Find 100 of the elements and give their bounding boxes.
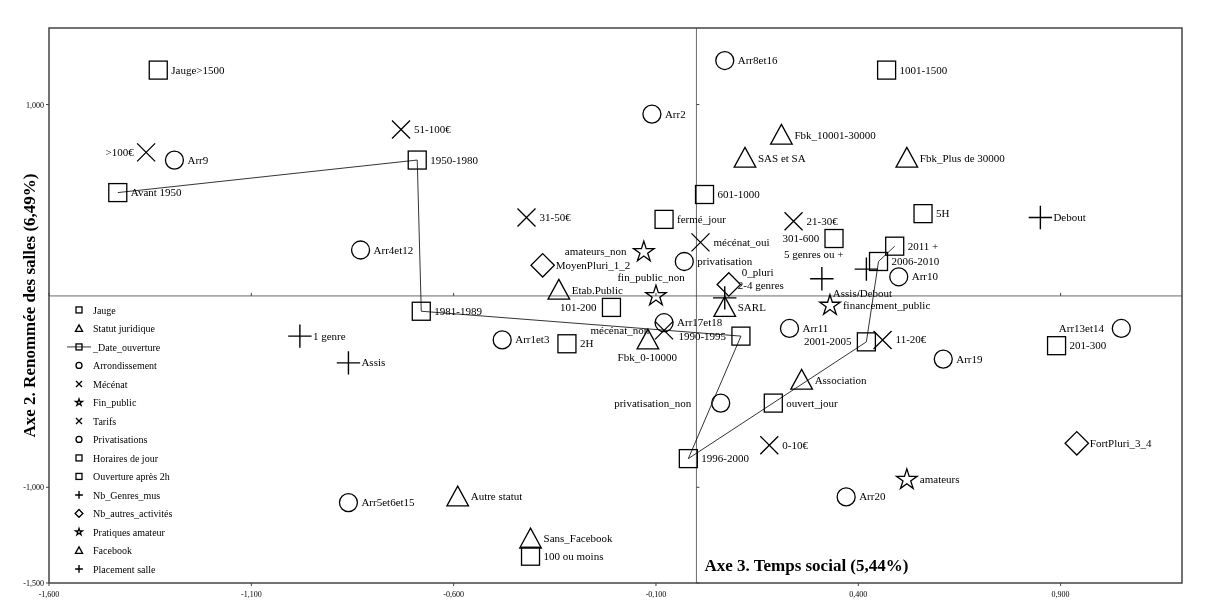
legend-label: Facebook [93,545,132,557]
annotation: 601-1000 [717,188,761,200]
point [520,546,541,566]
point [895,468,918,490]
annotation: 21-30€ [806,214,839,227]
point [411,301,431,321]
annotation: 1950-1980 [430,153,479,166]
annotation: Fbk_0-10000 [617,350,678,363]
annotation: 2H [579,337,594,350]
annotation: Arr4et12 [373,243,414,256]
x-tick-label: -1,100 [240,590,262,599]
point [731,326,751,346]
annotation: 31-50€ [539,210,572,223]
point [824,228,844,249]
point [790,368,814,390]
point [642,104,662,124]
annotation: Arr2 [664,107,686,120]
point [350,240,371,260]
x-tick-label: -0,100 [645,590,667,599]
point [338,492,359,513]
point [674,251,694,272]
point [601,297,622,318]
point [645,284,667,306]
x-tick-label: -0,600 [443,590,464,599]
annotation: SAS et SA [757,151,806,164]
annotation: Arr17et18 [677,316,723,329]
annotation: Assis/Debout [832,286,893,299]
legend-label: Placement salle [93,563,157,575]
annotation: Arr8et16 [737,54,778,67]
legend-label: Arrondissement [93,360,158,372]
annotation: 2011 + [907,239,939,252]
point [759,435,779,455]
legend-label: _Date_ouverture [92,341,161,353]
point [407,150,427,170]
legend-label: Horaires de jour [93,452,159,464]
point [519,527,542,549]
annotation: Arr10 [911,270,939,283]
point [1111,318,1131,339]
legend-label: Nb_autres_activités [93,508,173,520]
legend-label: Mécénat [93,378,128,390]
legend-label: Tarifs [93,415,117,427]
x-tick-label: 0,400 [849,590,868,599]
point [933,349,953,369]
annotation: financement_public [842,299,931,311]
annotation: amateurs_non [564,245,628,258]
point [530,252,556,278]
legend-label: Jauge [93,304,117,316]
legend-label: Statut juridique [93,323,156,335]
point [1064,430,1090,456]
point [678,448,698,469]
annotation: Association [814,373,868,386]
annotation: >100€ [105,145,135,158]
point [108,182,128,203]
point [856,332,877,352]
y-tick-label: -1,500 [23,579,44,588]
x-tick-label: -1,600 [38,590,60,599]
point [872,330,893,350]
annotation: MoyenPluri_1_2 [555,258,631,271]
point [492,330,512,350]
annotation: 5 genres ou + [783,248,844,261]
point [783,211,804,231]
y-tick-label: 1,000 [26,100,44,110]
x-axis-title: Axe 3. Temps social (5,44%) [704,556,909,575]
annotation: 2001-2005 [803,335,853,348]
annotation: 1996-2000 [701,452,750,465]
annotation: 5H [936,207,950,220]
annotation: 11-20€ [895,333,927,346]
annotation: 0_pluri [741,265,774,278]
legend-label: Pratiques amateur [93,526,166,538]
point [885,236,905,256]
point [713,286,737,310]
point [854,257,879,281]
annotation: Autre statut [470,490,523,503]
point [779,318,800,339]
annotation: Arr1et3 [515,333,550,346]
annotation: 0-10€ [782,438,809,451]
point [889,267,909,287]
legend-label: Ouverture après 2h [93,471,170,483]
annotation: Jauge>1500 [171,63,225,76]
point [836,487,856,507]
legend-label: Nb_Genres_mus [93,489,161,501]
annotation: Fbk_10001-30000 [794,128,877,141]
annotation: Assis [361,356,386,369]
legend-label: Fin_public [93,397,137,409]
point [868,251,889,272]
point [876,60,897,80]
point [763,393,783,413]
point [711,393,731,413]
point [136,142,156,163]
point [336,351,361,375]
y-tick-label: -1,000 [23,483,44,493]
annotation: mécénat_oui [713,235,770,248]
annotation: ouvert_jour [786,396,838,409]
point [769,123,793,145]
annotation: privatisation_non [614,396,692,409]
point [913,203,933,224]
annotation: Arr5et6et15 [361,496,416,509]
annotation: amateurs [919,473,960,486]
annotation: 2-4 genres [737,279,784,292]
legend-label: Privatisations [93,434,148,446]
